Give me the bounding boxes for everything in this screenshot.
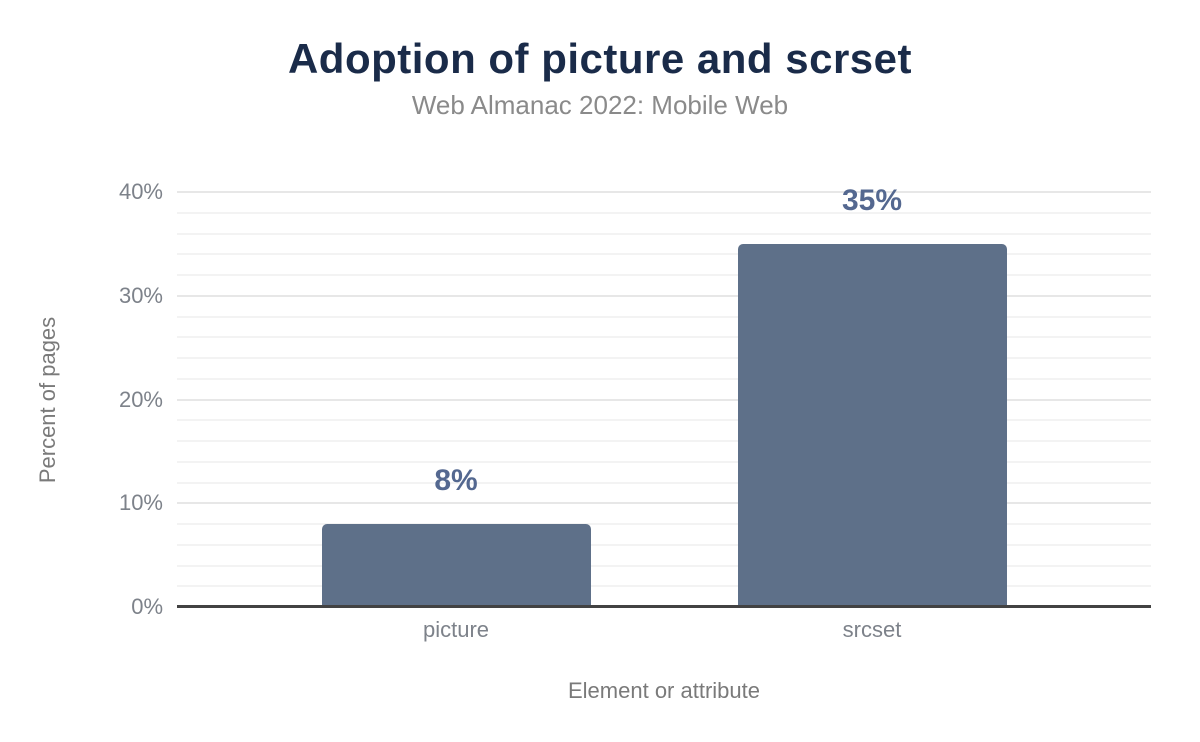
gridline-minor (177, 481, 1151, 484)
x-axis-title: Element or attribute (568, 678, 760, 703)
gridline-minor (177, 336, 1151, 339)
gridline-minor (177, 543, 1151, 546)
x-tick-label-srcset: srcset (842, 617, 902, 642)
gridline-major (177, 191, 1151, 193)
y-axis-title: Percent of pages (35, 316, 60, 484)
y-tick-label: 30% (118, 282, 163, 308)
gridline-minor (177, 232, 1151, 235)
gridline-minor (177, 377, 1151, 380)
gridline-minor (177, 564, 1151, 567)
x-axis-line (177, 605, 1151, 608)
gridline-minor (177, 211, 1151, 214)
x-tick-label-picture: picture (422, 617, 490, 642)
plot-area: 0% 10% 20% 30% 40% 8% picture 35% srcset (119, 181, 1151, 641)
bar-srcset (737, 243, 1007, 607)
gridline-minor (177, 523, 1151, 525)
gridline-major (177, 398, 1151, 401)
gridline-minor (177, 460, 1151, 463)
gridline-minor (177, 274, 1151, 276)
y-tick-label: 20% (118, 386, 163, 412)
y-tick-label: 0% (131, 594, 163, 619)
y-tick-label: 10% (118, 490, 163, 516)
value-label-picture: 8% (434, 464, 478, 497)
gridline-minor (177, 357, 1151, 359)
gridline-minor (177, 315, 1151, 318)
chart-title: Adoption of picture and scrset (287, 35, 913, 82)
gridline-minor (177, 440, 1151, 442)
value-label-srcset: 35% (841, 183, 903, 217)
gridline-minor (177, 585, 1151, 588)
gridline-major (177, 294, 1151, 297)
y-tick-label: 40% (118, 179, 163, 204)
gridline-minor (177, 419, 1151, 422)
gridline-major (177, 502, 1151, 505)
gridline-minor (177, 253, 1151, 256)
bar-picture (321, 524, 591, 607)
chart-subtitle: Web Almanac 2022: Mobile Web (411, 90, 789, 120)
